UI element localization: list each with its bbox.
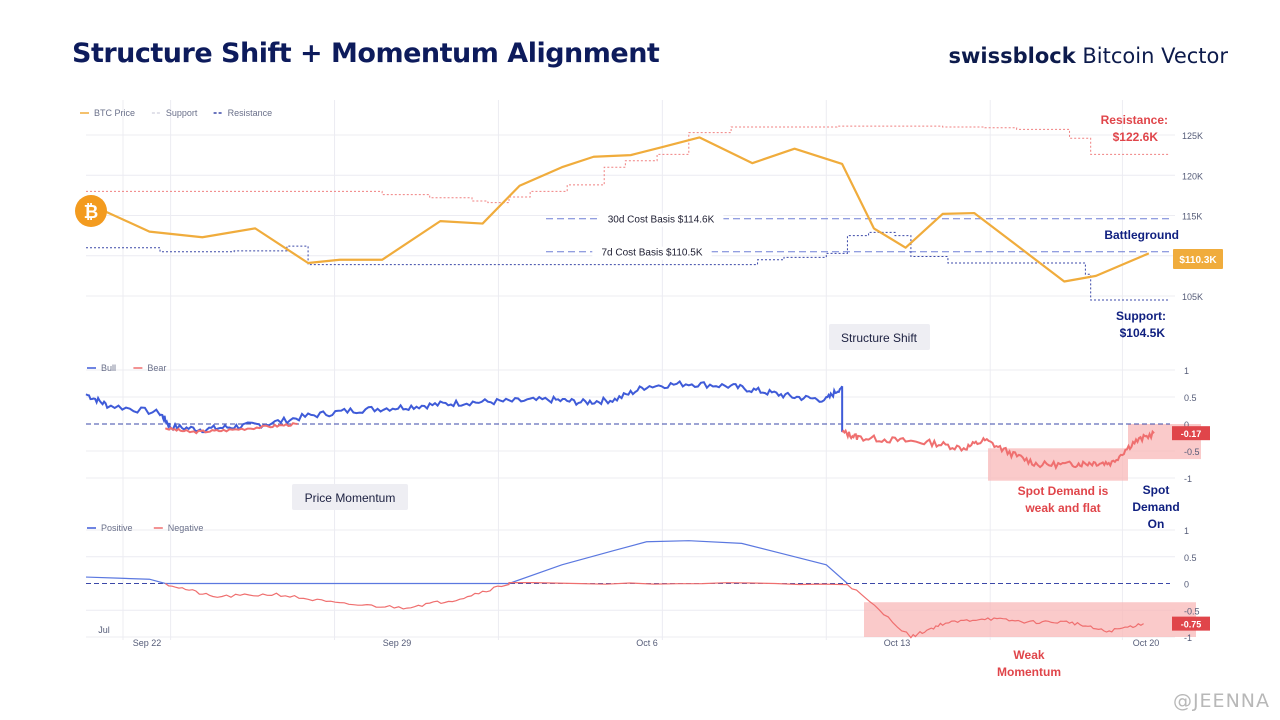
x-tick-label: Oct 6	[636, 638, 658, 648]
price-momentum-label: Price Momentum	[305, 491, 396, 505]
brand-logo: swissblock Bitcoin Vector	[949, 44, 1228, 68]
price-y-tick-label: 120K	[1182, 171, 1203, 181]
spot_demand-y-tick-label: -1	[1184, 474, 1192, 484]
bear-early-segment	[164, 422, 298, 435]
x-tick-label: Oct 20	[1133, 638, 1160, 648]
legend-label: Bull	[101, 363, 116, 373]
negative-series-line	[164, 582, 1144, 639]
x-tick-label: Jul	[98, 625, 110, 635]
battleground-label: Battleground	[1104, 228, 1179, 242]
momentum-value-badge-text: -0.75	[1181, 620, 1202, 630]
demand-on-label-3: On	[1148, 517, 1165, 531]
watermark: @JEENNA	[1172, 690, 1270, 712]
x-tick-label: Sep 22	[133, 638, 162, 648]
legend-label: BTC Price	[94, 108, 135, 118]
spot_demand-y-tick-label: -0.5	[1184, 447, 1200, 457]
structure-shift-label: Structure Shift	[841, 331, 918, 345]
cost-basis-30d-label-bg	[598, 213, 724, 227]
bull-series-line	[85, 380, 844, 434]
spot_demand-y-tick-label: 0	[1184, 420, 1189, 430]
spot-value-badge-text: -0.17	[1181, 429, 1202, 439]
spot_demand-y-tick-label: 1	[1184, 366, 1189, 376]
support-annotation-value: $104.5K	[1120, 326, 1166, 340]
price-y-tick-label: 105K	[1182, 292, 1203, 302]
cost-basis-7d-label: 7d Cost Basis $110.5K	[602, 248, 703, 259]
btc-price-line	[96, 136, 1150, 283]
x-tick-label: Sep 29	[383, 638, 412, 648]
legend-label: Negative	[168, 523, 204, 533]
current-price-badge-text: $110.3K	[1179, 255, 1217, 266]
price_momentum-y-tick-label: 1	[1184, 526, 1189, 536]
spot-value-badge	[1172, 426, 1210, 441]
legend-label: Resistance	[228, 108, 273, 118]
weak-demand-label-1: Spot Demand is	[1018, 484, 1109, 498]
structure-shift-box	[829, 324, 930, 350]
resistance-line	[86, 125, 1170, 204]
positive-series-line	[85, 540, 848, 585]
price_momentum-y-tick-label: -0.5	[1184, 606, 1200, 616]
cost-basis-7d-label-bg	[592, 246, 712, 260]
x-tick-label: Oct 13	[884, 638, 911, 648]
bitcoin-icon-glyph: ₿	[84, 202, 99, 222]
price-y-tick-label: 125K	[1182, 131, 1203, 141]
cost-basis-30d-label: 30d Cost Basis $114.6K	[608, 215, 715, 226]
price_momentum-y-tick-label: 0.5	[1184, 553, 1197, 563]
resistance-annotation-value: $122.6K	[1113, 130, 1159, 144]
price_momentum-y-tick-label: 0	[1184, 580, 1189, 590]
legend-label: Bear	[147, 363, 166, 373]
brand-rest: Bitcoin Vector	[1082, 44, 1228, 68]
demand-on-label-2: Demand	[1132, 500, 1179, 514]
weak-demand-label-2: weak and flat	[1024, 501, 1100, 515]
brand-bold: swissblock	[948, 44, 1076, 68]
weak-momentum-label-2: Momentum	[997, 665, 1061, 679]
price-momentum-box	[292, 484, 408, 510]
support-line	[86, 231, 1170, 301]
current-price-badge	[1173, 249, 1223, 269]
legend-label: Support	[166, 108, 198, 118]
demand-on-label-1: Spot	[1143, 483, 1170, 497]
bitcoin-icon	[75, 195, 107, 227]
support-annotation-label: Support:	[1116, 309, 1166, 323]
weak-momentum-shade	[864, 602, 1196, 637]
legend-label: Positive	[101, 523, 133, 533]
resistance-annotation-label: Resistance:	[1101, 113, 1168, 127]
weak-momentum-label-1: Weak	[1013, 648, 1044, 662]
page-title: Structure Shift + Momentum Alignment	[72, 38, 660, 69]
momentum-value-badge	[1172, 616, 1210, 631]
price-y-tick-label: 115K	[1182, 212, 1202, 222]
price_momentum-y-tick-label: -1	[1184, 633, 1192, 643]
bear-series-line	[841, 428, 1155, 471]
spot_demand-y-tick-label: 0.5	[1184, 393, 1197, 403]
